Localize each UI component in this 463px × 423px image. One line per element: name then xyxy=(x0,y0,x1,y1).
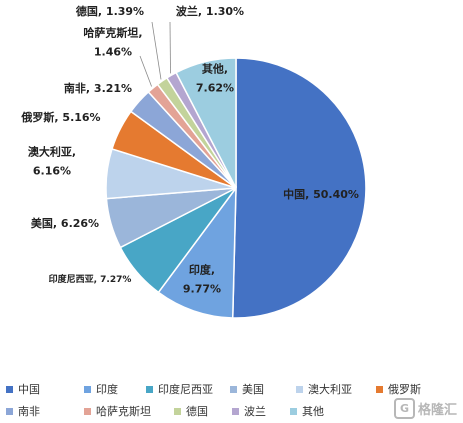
legend-label: 美国 xyxy=(242,383,264,396)
data-label-poland: 波兰, 1.30% xyxy=(176,4,244,18)
data-label-other: 其他, 7.62% xyxy=(196,62,234,95)
legend-item-south-africa: 南非 xyxy=(6,403,84,419)
legend-item-poland: 波兰 xyxy=(232,403,290,419)
legend-swatch xyxy=(290,407,297,415)
watermark-text: 格隆汇 xyxy=(417,403,457,418)
legend-label: 南非 xyxy=(18,405,40,418)
legend-swatch xyxy=(376,385,383,393)
legend-item-indonesia: 印度尼西亚 xyxy=(146,381,230,397)
legend-swatch xyxy=(232,407,239,415)
data-label-indonesia: 印度尼西亚, 7.27% xyxy=(49,273,132,285)
legend-row: 中国 印度 印度尼西亚 美国 澳大利亚 俄罗斯 xyxy=(6,378,462,400)
leader-line-kazakhstan xyxy=(139,55,152,87)
legend-swatch xyxy=(84,385,91,393)
leader-line-poland xyxy=(169,21,171,74)
data-label-australia: 澳大利亚, 6.16% xyxy=(28,145,76,178)
data-label-germany: 德国, 1.39% xyxy=(75,4,144,18)
legend-item-kazakhstan: 哈萨克斯坦 xyxy=(84,403,174,419)
data-label-south-africa: 南非, 3.21% xyxy=(64,81,132,95)
data-labels: 中国, 50.40% 印度, 9.77% 印度尼西亚, 7.27% 美国, 6.26% 澳… xyxy=(20,4,359,296)
legend-label: 俄罗斯 xyxy=(388,383,421,396)
data-label-india: 印度, 9.77% xyxy=(183,263,221,296)
legend-item-china: 中国 xyxy=(6,381,84,397)
legend-swatch xyxy=(146,385,153,393)
pie-slice-india xyxy=(157,185,237,319)
legend-label: 其他 xyxy=(302,405,324,418)
legend-item-usa: 美国 xyxy=(230,381,296,397)
legend: 中国 印度 印度尼西亚 美国 澳大利亚 俄罗斯 南非 哈萨克斯坦 德国 波兰 其他 xyxy=(6,378,462,422)
leader-lines xyxy=(139,21,171,87)
data-label-usa: 美国, 6.26% xyxy=(31,216,99,230)
legend-label: 中国 xyxy=(18,383,40,396)
legend-row: 南非 哈萨克斯坦 德国 波兰 其他 xyxy=(6,400,462,422)
watermark-logo: G xyxy=(393,398,415,419)
legend-label: 印度尼西亚 xyxy=(158,383,213,396)
legend-item-germany: 德国 xyxy=(174,403,232,419)
pie-slices xyxy=(105,57,367,319)
legend-item-australia: 澳大利亚 xyxy=(296,381,376,397)
watermark: G 格隆汇 xyxy=(393,398,457,419)
legend-label: 波兰 xyxy=(244,405,266,418)
legend-item-russia: 俄罗斯 xyxy=(376,381,446,397)
data-label-china: 中国, 50.40% xyxy=(283,187,359,201)
legend-label: 澳大利亚 xyxy=(308,383,352,396)
legend-swatch xyxy=(296,385,303,393)
data-label-russia: 俄罗斯, 5.16% xyxy=(20,110,100,124)
legend-label: 印度 xyxy=(96,383,118,396)
legend-label: 德国 xyxy=(186,405,208,418)
pie-slice-other xyxy=(175,57,237,189)
legend-swatch xyxy=(6,385,13,393)
legend-item-other: 其他 xyxy=(290,403,350,419)
leader-line-germany xyxy=(151,21,162,80)
legend-swatch xyxy=(230,385,237,393)
pie-slice-china xyxy=(231,57,367,319)
legend-swatch xyxy=(174,407,181,415)
data-label-kazakhstan: 哈萨克斯坦, 1.46% xyxy=(83,26,142,59)
legend-swatch xyxy=(6,407,13,415)
legend-label: 哈萨克斯坦 xyxy=(96,405,151,418)
legend-item-india: 印度 xyxy=(84,381,146,397)
legend-swatch xyxy=(84,407,91,415)
